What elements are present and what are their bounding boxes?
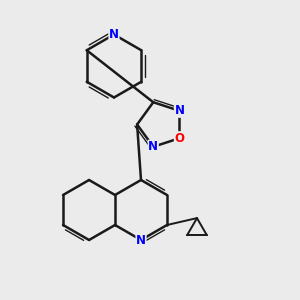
Text: N: N xyxy=(148,140,158,153)
Text: N: N xyxy=(136,233,146,247)
Text: N: N xyxy=(174,104,184,117)
Text: N: N xyxy=(109,28,119,41)
Text: O: O xyxy=(174,132,184,145)
